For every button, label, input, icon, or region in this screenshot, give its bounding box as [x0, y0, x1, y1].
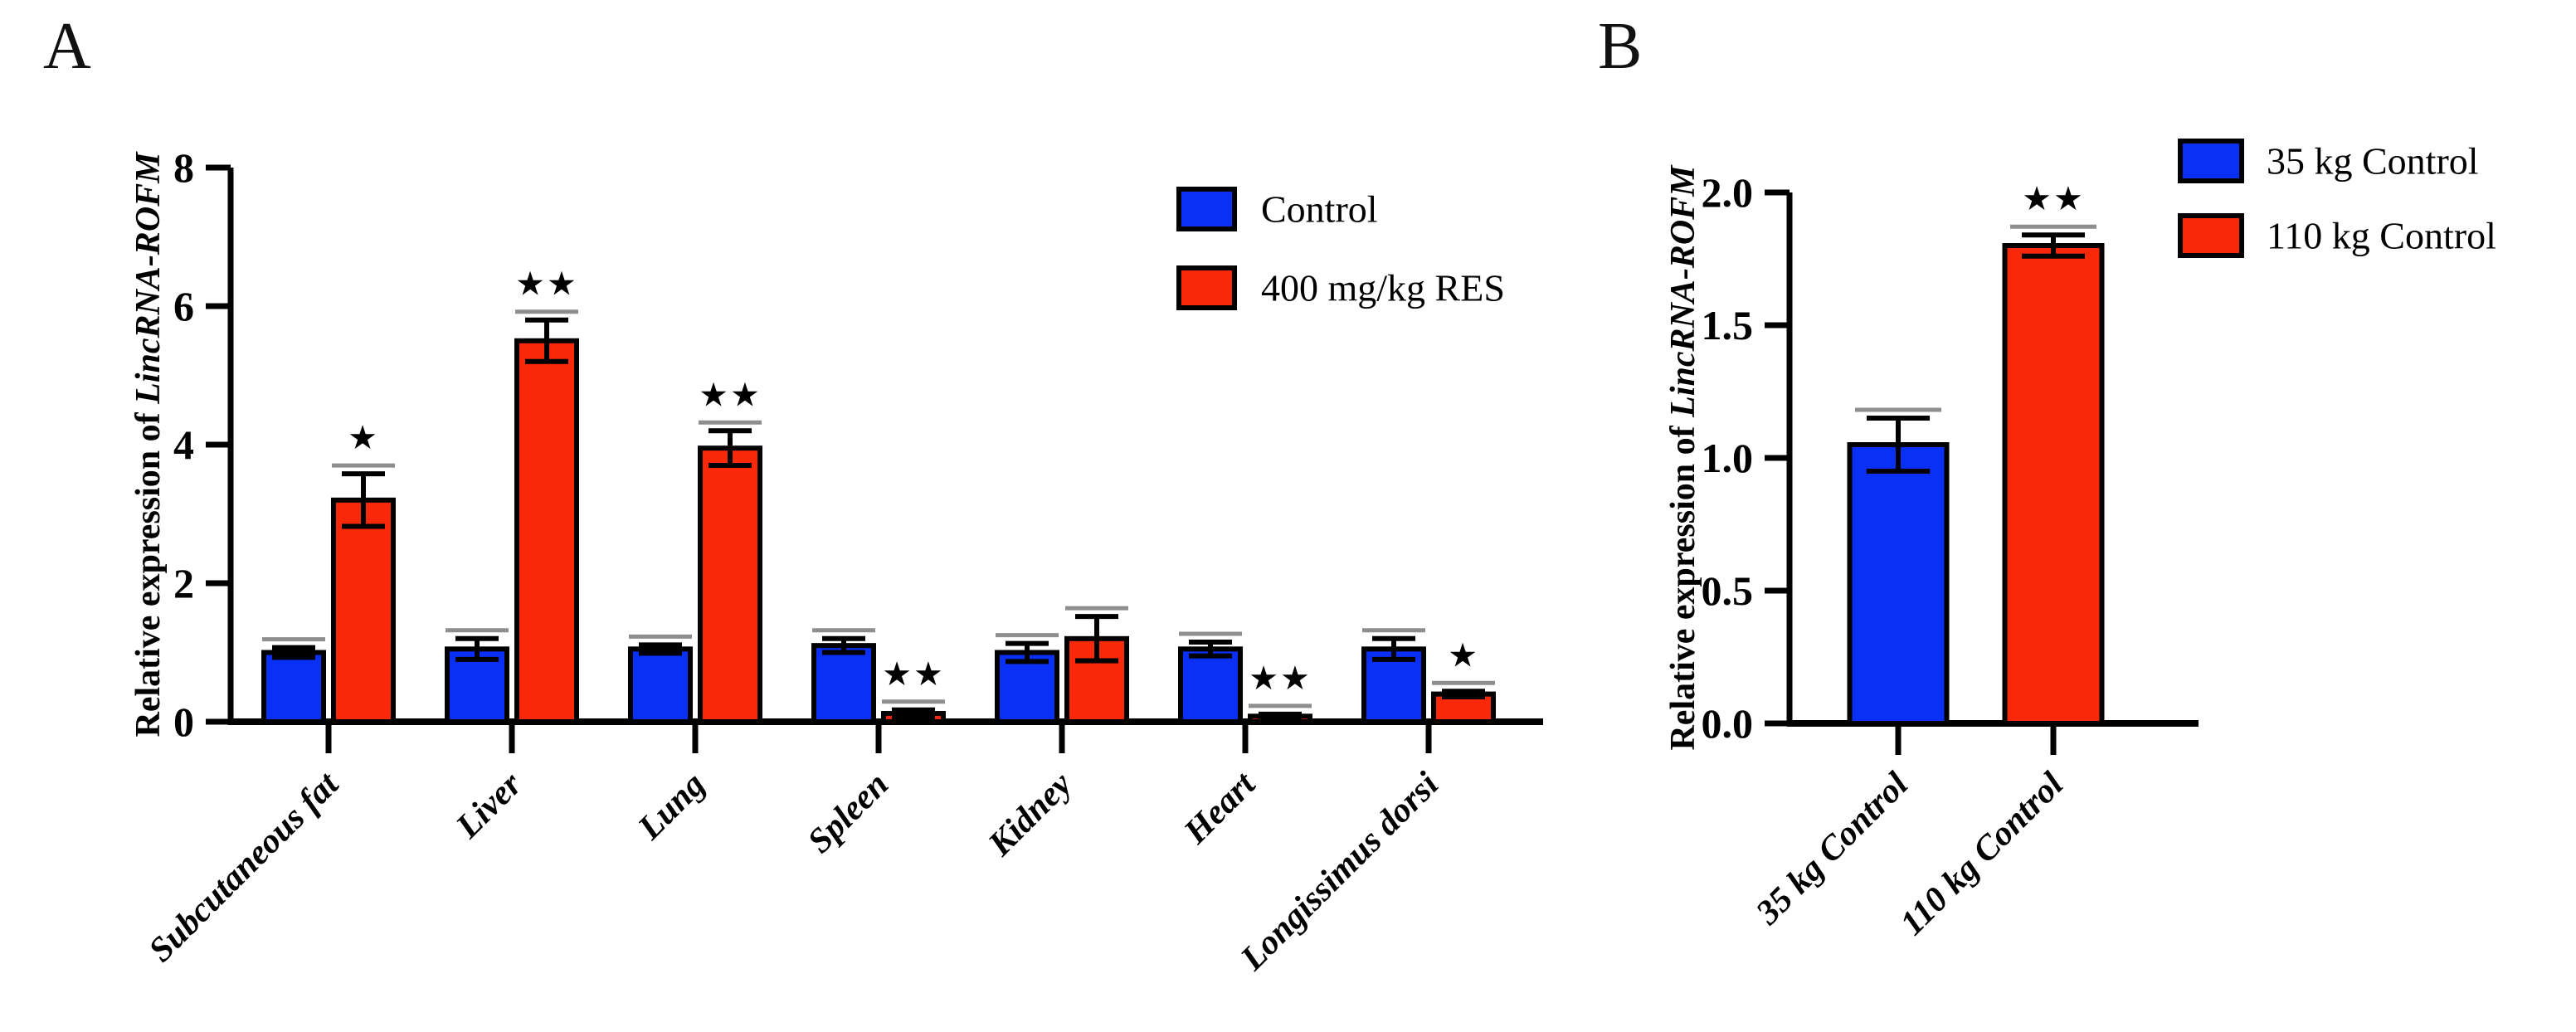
legend-swatch-400-mg-kg-res — [1176, 265, 1237, 310]
bar-subcutaneous-fat-control — [261, 650, 326, 724]
significance-stars: ★ — [348, 419, 379, 457]
legend-label-110-kg-control: 110 kg Control — [2267, 214, 2496, 256]
significance-stars: ★★ — [882, 655, 945, 694]
bar-lung-400-mg-kg-res — [698, 445, 762, 724]
y-tick-label: 2.0 — [1702, 169, 1754, 216]
panel-b-label: B — [1598, 10, 1643, 83]
legend-label-400-mg-kg-res: 400 mg/kg RES — [1261, 266, 1505, 309]
category-label-heart: Heart — [1176, 765, 1264, 852]
bar-35-kg-control — [1847, 442, 1950, 726]
bar-spleen-control — [811, 643, 876, 725]
bar-liver-400-mg-kg-res — [514, 338, 579, 724]
bar-subcutaneous-fat-400-mg-kg-res — [331, 497, 396, 724]
y-tick-label: 4 — [173, 421, 194, 468]
significance-stars: ★★ — [699, 376, 762, 414]
category-label-subcutaneous-fat: Subcutaneous fat — [142, 765, 347, 970]
legend-swatch-35-kg-control — [2178, 139, 2244, 183]
y-tick-label: 1.0 — [1702, 435, 1754, 481]
y-tick-label: 6 — [173, 283, 194, 329]
significance-stars: ★★ — [2022, 180, 2085, 218]
significance-stars: ★★ — [515, 265, 578, 304]
category-label-35-kg-control: 35 kg Control — [1749, 765, 1916, 932]
legend-swatch-control — [1176, 187, 1237, 231]
bar-lung-control — [628, 646, 693, 725]
y-tick-label: 2 — [173, 560, 194, 606]
legend-label-35-kg-control: 35 kg Control — [2267, 139, 2479, 182]
legend-label-control: Control — [1261, 187, 1378, 230]
y-axis-title: Relative expression of LincRNA-ROFM — [1664, 164, 1702, 751]
y-axis-title: Relative expression of LincRNA-ROFM — [129, 151, 168, 737]
bar-heart-control — [1178, 646, 1243, 725]
category-label-lung: Lung — [631, 766, 713, 848]
category-label-kidney: Kidney — [981, 765, 1079, 864]
significance-stars: ★★ — [1249, 660, 1312, 698]
significance-stars: ★ — [1448, 636, 1479, 674]
category-label-longissimus-dorsi: Longissimus dorsi — [1233, 765, 1446, 978]
category-label-110-kg-control: 110 kg Control — [1893, 765, 2071, 942]
bar-110-kg-control — [2002, 243, 2105, 726]
y-tick-label: 0.5 — [1702, 567, 1754, 614]
y-tick-label: 8 — [173, 144, 194, 191]
category-label-spleen: Spleen — [801, 766, 896, 861]
panel-a-label: A — [43, 10, 91, 83]
legend-swatch-110-kg-control — [2178, 213, 2244, 258]
y-tick-label: 0.0 — [1702, 700, 1754, 747]
category-label-liver: Liver — [449, 765, 530, 846]
y-tick-label: 1.5 — [1702, 302, 1754, 348]
y-tick-label: 0 — [173, 699, 194, 745]
